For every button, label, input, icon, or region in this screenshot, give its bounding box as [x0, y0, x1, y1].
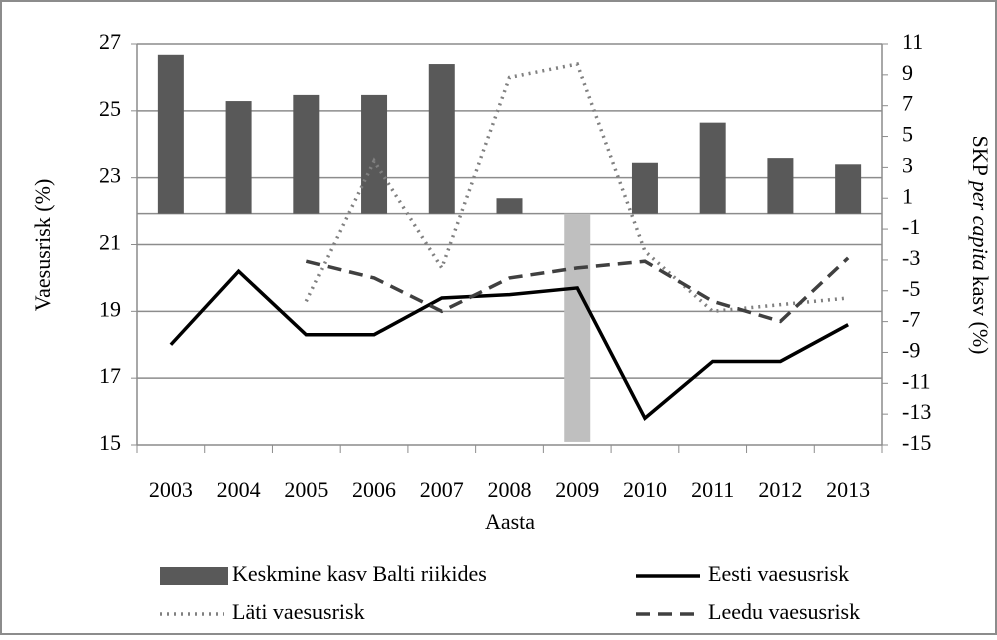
y2-tick-label: -9 — [902, 338, 920, 363]
y2-tick-label: 1 — [902, 183, 913, 208]
y-tick-label: 21 — [99, 230, 121, 255]
legend-label: Eesti vaesusrisk — [708, 561, 849, 586]
bar — [428, 64, 455, 214]
line — [304, 62, 849, 314]
y2-tick-label: 7 — [902, 91, 913, 116]
y2-title-part: SKP — [968, 136, 993, 176]
legend-label: Läti vaesusrisk — [232, 599, 365, 624]
y-tick-label: 17 — [99, 363, 121, 388]
y-tick-label: 23 — [99, 163, 121, 188]
bar — [496, 198, 523, 214]
x-tick-label: 2003 — [149, 477, 193, 502]
y-axis-title: Vaesusrisk (%) — [30, 179, 55, 312]
x-tick-label: 2011 — [691, 477, 734, 502]
legend-swatch — [160, 567, 228, 585]
y2-tick-label: -3 — [902, 245, 920, 270]
y-tick-label: 19 — [99, 296, 121, 321]
y2-tick-label: -15 — [902, 430, 931, 455]
y-tick-label: 25 — [99, 96, 121, 121]
x-tick-label: 2005 — [284, 477, 328, 502]
x-tick-label: 2004 — [217, 477, 261, 502]
y2-tick-label: 11 — [902, 29, 923, 54]
y2-tick-label: 5 — [902, 122, 913, 147]
bar — [699, 122, 726, 214]
y2-axis-title: SKP per capita kasv (%) — [968, 136, 993, 355]
y2-title-part: per capita — [968, 179, 993, 271]
bar — [293, 94, 320, 214]
x-tick-label: 2006 — [352, 477, 396, 502]
x-tick-label: 2010 — [623, 477, 667, 502]
y2-tick-label: -5 — [902, 276, 920, 301]
bar — [564, 213, 591, 442]
y2-title-part: kasv (%) — [968, 276, 993, 355]
x-tick-label: 2013 — [826, 477, 870, 502]
x-tick-label: 2008 — [488, 477, 532, 502]
x-axis-title: Aasta — [485, 509, 535, 534]
y-tick-label: 15 — [99, 430, 121, 455]
legend-label: Leedu vaesusrisk — [708, 599, 860, 624]
x-tick-label: 2007 — [420, 477, 464, 502]
x-tick-label: 2012 — [758, 477, 802, 502]
legend-label: Keskmine kasv Balti riikides — [232, 561, 487, 586]
y-tick-label: 27 — [99, 29, 121, 54]
y2-tick-label: -13 — [902, 399, 931, 424]
y2-tick-label: 9 — [902, 60, 913, 85]
line — [305, 256, 850, 324]
bar — [767, 158, 794, 214]
y2-tick-label: 3 — [902, 152, 913, 177]
line — [169, 268, 849, 422]
bar — [835, 164, 862, 214]
y2-tick-label: -1 — [902, 214, 920, 239]
y2-tick-label: -11 — [902, 368, 931, 393]
x-tick-label: 2009 — [555, 477, 599, 502]
bar — [631, 162, 658, 214]
y2-tick-label: -7 — [902, 307, 920, 332]
bar — [361, 94, 388, 214]
bar — [225, 101, 252, 214]
bar — [157, 54, 184, 214]
